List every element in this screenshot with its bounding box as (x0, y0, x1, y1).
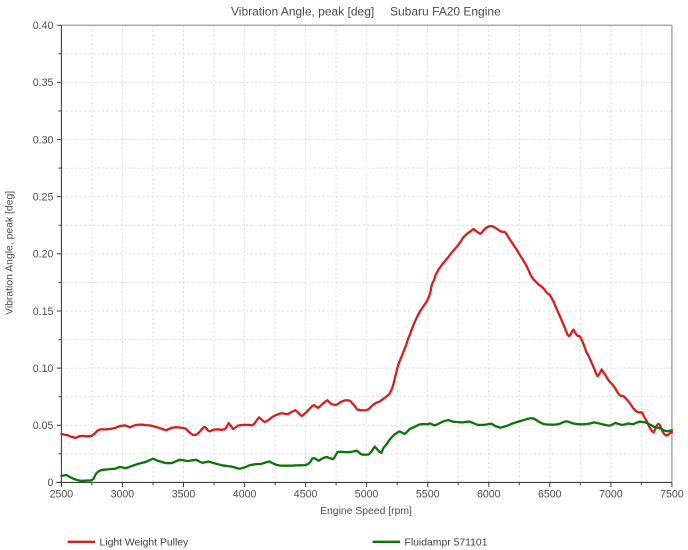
svg-text:4000: 4000 (233, 488, 257, 500)
svg-text:Fluidampr 571101: Fluidampr 571101 (405, 537, 488, 548)
svg-text:6000: 6000 (477, 488, 501, 500)
svg-text:0.40: 0.40 (33, 20, 54, 32)
svg-text:Vibration Angle, peak [deg]: Vibration Angle, peak [deg] (5, 191, 16, 315)
svg-text:0.05: 0.05 (33, 420, 54, 432)
svg-text:Vibration Angle, peak [deg]: Vibration Angle, peak [deg] (231, 5, 374, 19)
svg-text:0.25: 0.25 (33, 192, 54, 204)
svg-text:0.20: 0.20 (33, 249, 54, 261)
svg-text:7500: 7500 (660, 488, 684, 500)
svg-text:6500: 6500 (538, 488, 562, 500)
svg-text:0.35: 0.35 (33, 77, 54, 89)
svg-text:2500: 2500 (50, 488, 74, 500)
svg-text:5000: 5000 (355, 488, 379, 500)
svg-text:0: 0 (47, 477, 53, 489)
svg-text:7000: 7000 (599, 488, 623, 500)
svg-text:0.15: 0.15 (33, 306, 54, 318)
svg-text:0.10: 0.10 (33, 363, 54, 375)
svg-text:Engine Speed [rpm]: Engine Speed [rpm] (320, 506, 412, 517)
svg-text:Subaru FA20 Engine: Subaru FA20 Engine (390, 5, 501, 19)
svg-text:0.30: 0.30 (33, 134, 54, 146)
svg-text:3500: 3500 (172, 488, 196, 500)
svg-text:4500: 4500 (294, 488, 318, 500)
svg-text:Light Weight Pulley: Light Weight Pulley (100, 537, 190, 548)
svg-text:5500: 5500 (416, 488, 440, 500)
svg-text:3000: 3000 (111, 488, 135, 500)
